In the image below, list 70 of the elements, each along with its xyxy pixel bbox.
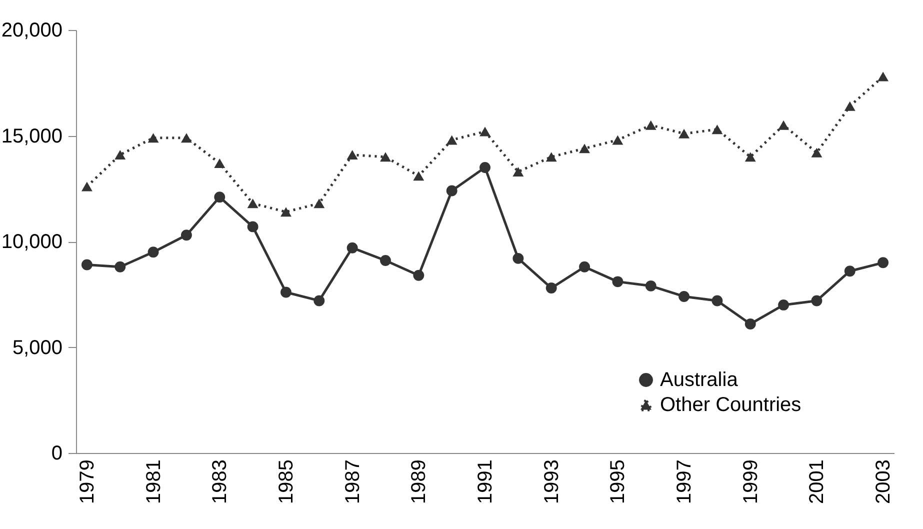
point (778, 299, 790, 310)
x-tick-label: 1985 (275, 460, 298, 504)
point (712, 295, 723, 306)
point (678, 291, 690, 302)
point (844, 101, 856, 111)
point (413, 270, 424, 281)
point (712, 124, 723, 134)
point (512, 252, 524, 264)
point (612, 135, 624, 145)
y-tick-label: 20,000 (1, 20, 62, 42)
point (280, 286, 292, 298)
y-tick-label: 0 (51, 442, 62, 464)
x-tick-label: 1987 (342, 460, 364, 504)
point (280, 207, 292, 217)
legend-label: Other Countries (660, 394, 802, 416)
point (579, 261, 590, 272)
point (878, 72, 889, 82)
point (744, 318, 756, 330)
point (446, 135, 458, 145)
point (148, 246, 159, 258)
y-tick-label: 15,000 (1, 125, 62, 148)
x-tick-label: 2003 (872, 460, 895, 504)
point (413, 171, 424, 181)
y-tick-label: 10,000 (1, 231, 62, 253)
point (778, 120, 790, 130)
point (645, 120, 656, 130)
point (844, 266, 856, 277)
point (247, 198, 258, 208)
x-tick-label: 1997 (674, 460, 696, 504)
point (314, 295, 325, 306)
point (214, 192, 226, 203)
point (512, 166, 524, 176)
point (546, 282, 557, 294)
point (480, 162, 490, 173)
point (247, 221, 258, 232)
point (678, 128, 690, 138)
point (811, 148, 822, 158)
point (114, 261, 126, 272)
point (546, 152, 557, 162)
point (346, 242, 358, 254)
x-tick-label: 1993 (540, 460, 563, 504)
point (314, 198, 325, 208)
point (81, 259, 92, 270)
x-tick-label: 1999 (740, 460, 762, 504)
point (811, 295, 822, 306)
point (446, 185, 458, 196)
point (114, 150, 126, 160)
point (346, 150, 358, 160)
x-tick-label: 1979 (76, 460, 98, 504)
point (645, 280, 656, 292)
y-tick-label: 5,000 (12, 336, 62, 359)
point (480, 126, 490, 136)
point (380, 152, 391, 162)
point (878, 257, 889, 268)
x-tick-label: 1995 (607, 460, 630, 504)
legend-label: Australia (660, 369, 739, 391)
x-tick-label: 1983 (209, 460, 232, 504)
point (81, 182, 92, 192)
point (148, 133, 159, 143)
x-tick-label: 2001 (806, 460, 828, 504)
point (180, 133, 192, 143)
point (380, 255, 391, 266)
x-tick-label: 1989 (408, 460, 430, 504)
point (180, 230, 192, 241)
point (579, 144, 590, 154)
point (744, 152, 756, 162)
point (214, 158, 226, 168)
x-tick-label: 1981 (142, 460, 165, 504)
point (612, 276, 624, 288)
x-tick-label: 1991 (474, 460, 496, 504)
